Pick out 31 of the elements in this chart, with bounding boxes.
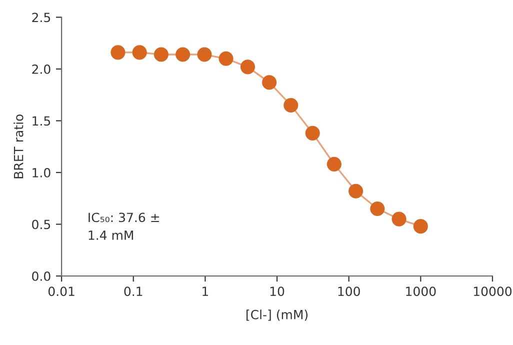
y-tick-label: 2.5 [32, 12, 50, 22]
point [284, 98, 298, 113]
y-tick-label: 1.0 [32, 168, 50, 178]
point [262, 75, 277, 90]
point [413, 219, 428, 234]
point [197, 47, 212, 62]
point [326, 156, 342, 172]
point [370, 201, 385, 216]
point [392, 212, 406, 226]
x-tick-label: 1000 [406, 286, 436, 296]
x-axis-title: [Cl-] (mM) [246, 310, 308, 321]
point [176, 47, 190, 62]
point [154, 47, 168, 62]
x-tick-label: 100 [338, 286, 360, 296]
y-axis-title: BRET ratio [14, 114, 24, 178]
x-tick-label: 0.1 [124, 286, 142, 296]
point [110, 45, 126, 60]
point [132, 45, 147, 60]
y-tick-label: 0.0 [32, 271, 50, 281]
x-tick-label: 10000 [474, 286, 512, 296]
x-tick-label: 10 [270, 286, 284, 296]
point [218, 51, 234, 66]
point [305, 126, 320, 140]
x-tick-label: 0.01 [48, 286, 74, 296]
point [348, 184, 364, 198]
annotation: IC₅₀: 37.6 ± 1.4 mM [88, 212, 159, 240]
point [240, 60, 256, 74]
y-tick-label: 0.5 [32, 220, 50, 230]
y-tick-label: 2.0 [32, 64, 50, 74]
y-tick-label: 1.5 [32, 116, 50, 126]
x-tick-label: 1 [202, 286, 208, 296]
